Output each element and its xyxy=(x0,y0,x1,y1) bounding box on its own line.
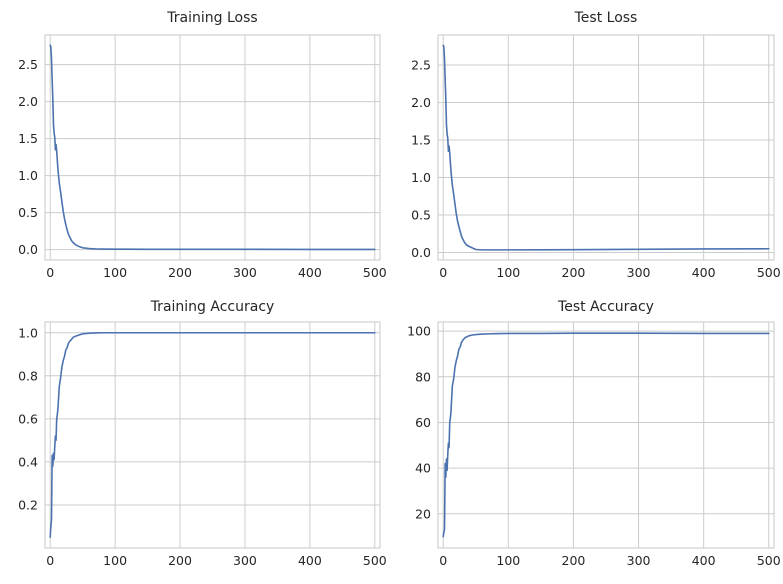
test-accuracy-x-tick-label: 200 xyxy=(562,553,586,568)
test-accuracy-x-tick-label: 100 xyxy=(496,553,520,568)
training-loss-x-tick-label: 400 xyxy=(298,265,322,280)
training-loss-x-tick-label: 300 xyxy=(233,265,257,280)
test-accuracy-y-tick-label: 80 xyxy=(415,369,431,384)
training-accuracy-x-tick-label: 500 xyxy=(363,553,387,568)
test-loss-y-tick-label: 0.0 xyxy=(411,245,431,260)
test-loss-series-line xyxy=(442,44,770,251)
test-accuracy-y-tick-label: 20 xyxy=(415,506,431,521)
training-accuracy-x-tick-label: 300 xyxy=(233,553,257,568)
test-loss-title: Test Loss xyxy=(574,10,638,26)
test-loss-plot-area xyxy=(437,34,775,261)
training-accuracy-plot-area xyxy=(44,321,381,549)
test-loss-y-tick-label: 2.0 xyxy=(411,95,431,110)
training-loss-series-line xyxy=(49,44,376,251)
training-loss-x-tick-label: 0 xyxy=(46,265,54,280)
test-accuracy-panel: Test Accuracy 0 100 200 300 400 500 20 40 60 80 10… xyxy=(407,299,781,568)
test-loss-x-tick-label: 400 xyxy=(692,265,716,280)
training-accuracy-y-tick-label: 0.4 xyxy=(18,454,38,469)
training-accuracy-panel: Training Accuracy 0 100 200 300 400 500 0.2 0.4… xyxy=(18,299,387,568)
training-accuracy-y-tick-label: 0.2 xyxy=(18,497,38,512)
training-loss-y-tick-label: 2.5 xyxy=(18,57,38,72)
training-loss-y-tick-label: 1.0 xyxy=(18,168,38,183)
training-accuracy-y-tick-label: 0.6 xyxy=(18,411,38,426)
training-loss-y-tick-label: 1.5 xyxy=(18,131,38,146)
test-accuracy-y-tick-label: 100 xyxy=(407,324,431,339)
training-loss-x-tick-label: 200 xyxy=(168,265,192,280)
test-accuracy-grid xyxy=(438,322,774,548)
test-loss-y-tick-label: 1.5 xyxy=(411,133,431,148)
training-loss-y-tick-label: 0.0 xyxy=(18,242,38,257)
test-loss-y-tick-label: 2.5 xyxy=(411,58,431,73)
training-loss-y-tick-label: 2.0 xyxy=(18,94,38,109)
test-accuracy-x-tick-label: 0 xyxy=(439,553,447,568)
training-accuracy-x-tick-label: 400 xyxy=(298,553,322,568)
test-loss-x-tick-label: 100 xyxy=(496,265,520,280)
test-accuracy-plot-area xyxy=(437,321,775,549)
test-accuracy-x-tick-label: 400 xyxy=(692,553,716,568)
test-loss-grid xyxy=(438,35,774,260)
test-loss-x-tick-label: 0 xyxy=(439,265,447,280)
test-loss-panel: Test Loss 0 100 200 300 400 500 0.0 0.5 1.0 1.5 2.… xyxy=(411,10,781,280)
test-accuracy-y-tick-label: 60 xyxy=(415,415,431,430)
test-loss-x-tick-label: 200 xyxy=(562,265,586,280)
test-loss-y-tick-label: 1.0 xyxy=(411,170,431,185)
test-accuracy-y-tick-label: 40 xyxy=(415,461,431,476)
training-accuracy-y-tick-label: 1.0 xyxy=(18,325,38,340)
training-loss-title: Training Loss xyxy=(166,10,257,26)
test-accuracy-series-line xyxy=(442,332,770,538)
training-accuracy-title: Training Accuracy xyxy=(150,299,275,315)
training-loss-plot-area xyxy=(44,34,381,261)
test-loss-y-tick-label: 0.5 xyxy=(411,208,431,223)
training-loss-panel: Training Loss 0 100 200 300 400 500 0.0 0.5 1.0 1… xyxy=(18,10,387,280)
test-accuracy-title: Test Accuracy xyxy=(557,299,654,315)
test-accuracy-x-tick-label: 500 xyxy=(757,553,781,568)
training-accuracy-x-tick-label: 200 xyxy=(168,553,192,568)
training-loss-y-tick-label: 0.5 xyxy=(18,205,38,220)
test-accuracy-x-tick-label: 300 xyxy=(627,553,651,568)
training-accuracy-y-tick-label: 0.8 xyxy=(18,368,38,383)
training-accuracy-x-tick-label: 100 xyxy=(103,553,127,568)
training-accuracy-x-tick-label: 0 xyxy=(46,553,54,568)
test-loss-x-tick-label: 300 xyxy=(627,265,651,280)
training-loss-x-tick-label: 500 xyxy=(363,265,387,280)
training-accuracy-series-line xyxy=(49,331,376,539)
test-loss-x-tick-label: 500 xyxy=(757,265,781,280)
training-loss-x-tick-label: 100 xyxy=(103,265,127,280)
